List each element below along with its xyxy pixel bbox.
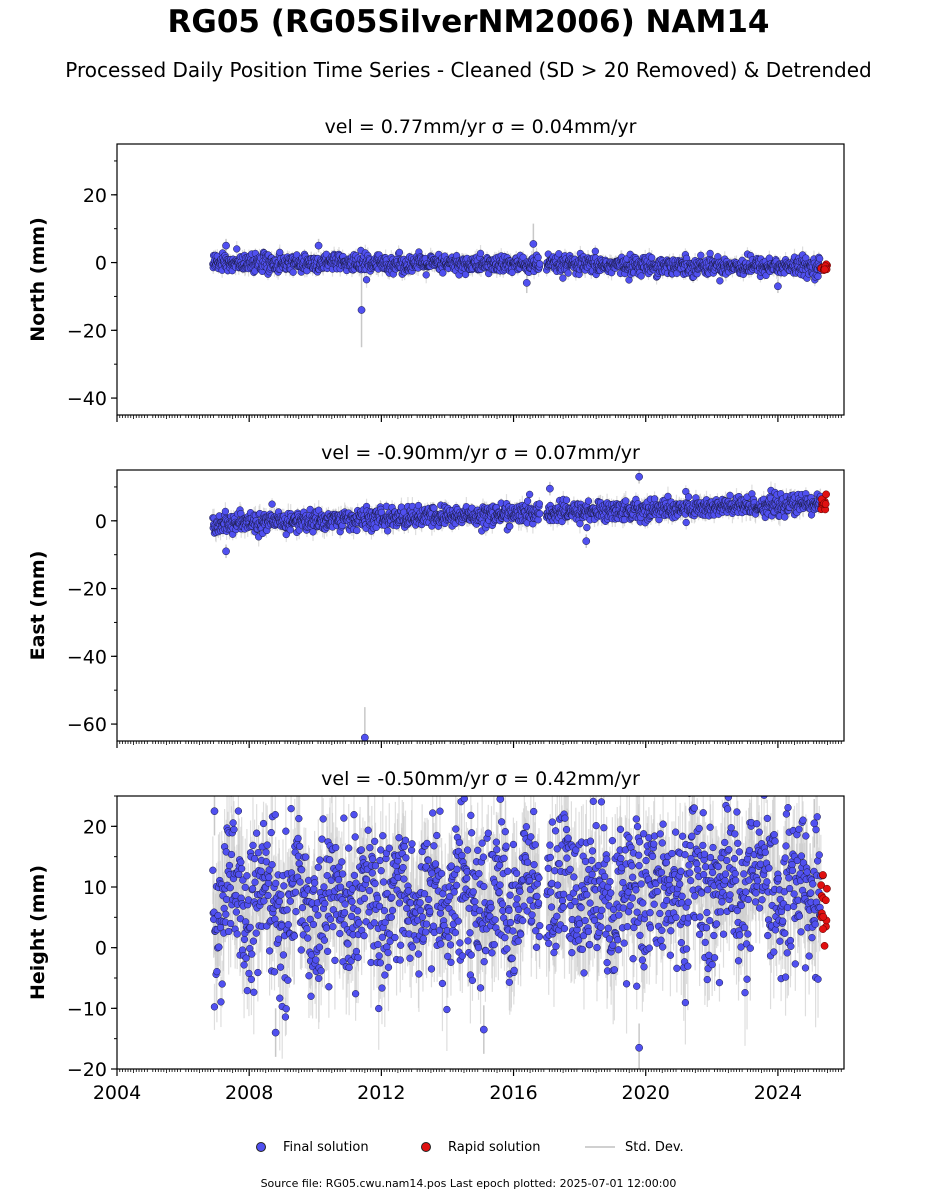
plot-frame bbox=[116, 143, 845, 416]
y-tick-label: −20 bbox=[67, 320, 107, 342]
panel-title: vel = -0.90mm/yr σ = 0.07mm/yr bbox=[321, 442, 640, 464]
final-point bbox=[289, 268, 297, 276]
final-point bbox=[697, 251, 705, 259]
final-solution-points bbox=[209, 472, 825, 741]
rapid-solution-points bbox=[817, 260, 831, 274]
figure-title: RG05 (RG05SilverNM2006) NAM14 bbox=[167, 4, 770, 40]
final-point bbox=[706, 249, 714, 258]
final-point bbox=[814, 272, 822, 281]
final-point bbox=[461, 270, 470, 279]
final-point bbox=[222, 241, 230, 250]
final-point bbox=[536, 260, 544, 268]
y-axis-label: North (mm) bbox=[27, 217, 49, 342]
final-point bbox=[559, 274, 567, 282]
figure-subtitle: Processed Daily Position Time Series - C… bbox=[65, 58, 872, 82]
final-point bbox=[591, 247, 599, 255]
final-point bbox=[282, 530, 290, 539]
final-point bbox=[476, 249, 485, 258]
final-point bbox=[564, 269, 572, 277]
final-point bbox=[221, 507, 230, 516]
final-point bbox=[774, 282, 782, 291]
final-point bbox=[555, 250, 563, 258]
panel-title: vel = 0.77mm/yr σ = 0.04mm/yr bbox=[325, 116, 637, 138]
final-point bbox=[816, 254, 824, 263]
final-point bbox=[395, 248, 404, 257]
final-point bbox=[357, 306, 366, 314]
y-tick-label: 20 bbox=[83, 185, 107, 207]
final-point bbox=[314, 241, 323, 250]
final-point bbox=[534, 253, 542, 262]
final-point bbox=[233, 245, 241, 253]
final-point bbox=[422, 271, 430, 279]
final-point bbox=[637, 272, 645, 280]
panel-1: vel = 0.77mm/yr σ = 0.04mm/yr North (mm) 2… bbox=[27, 116, 845, 422]
final-solution-points bbox=[209, 240, 825, 314]
final-point bbox=[522, 279, 531, 287]
final-point bbox=[362, 276, 371, 284]
final-point bbox=[529, 240, 538, 248]
rapid-point bbox=[820, 265, 829, 274]
y-axis-label: East (mm) bbox=[27, 551, 49, 661]
final-point bbox=[648, 254, 656, 262]
final-point bbox=[286, 526, 294, 534]
std-dev-bars bbox=[212, 223, 822, 348]
y-tick-label: 0 bbox=[95, 253, 107, 275]
final-point bbox=[716, 277, 724, 285]
final-point bbox=[439, 269, 447, 277]
final-point bbox=[268, 500, 276, 508]
y-tick-label: −40 bbox=[67, 388, 107, 410]
